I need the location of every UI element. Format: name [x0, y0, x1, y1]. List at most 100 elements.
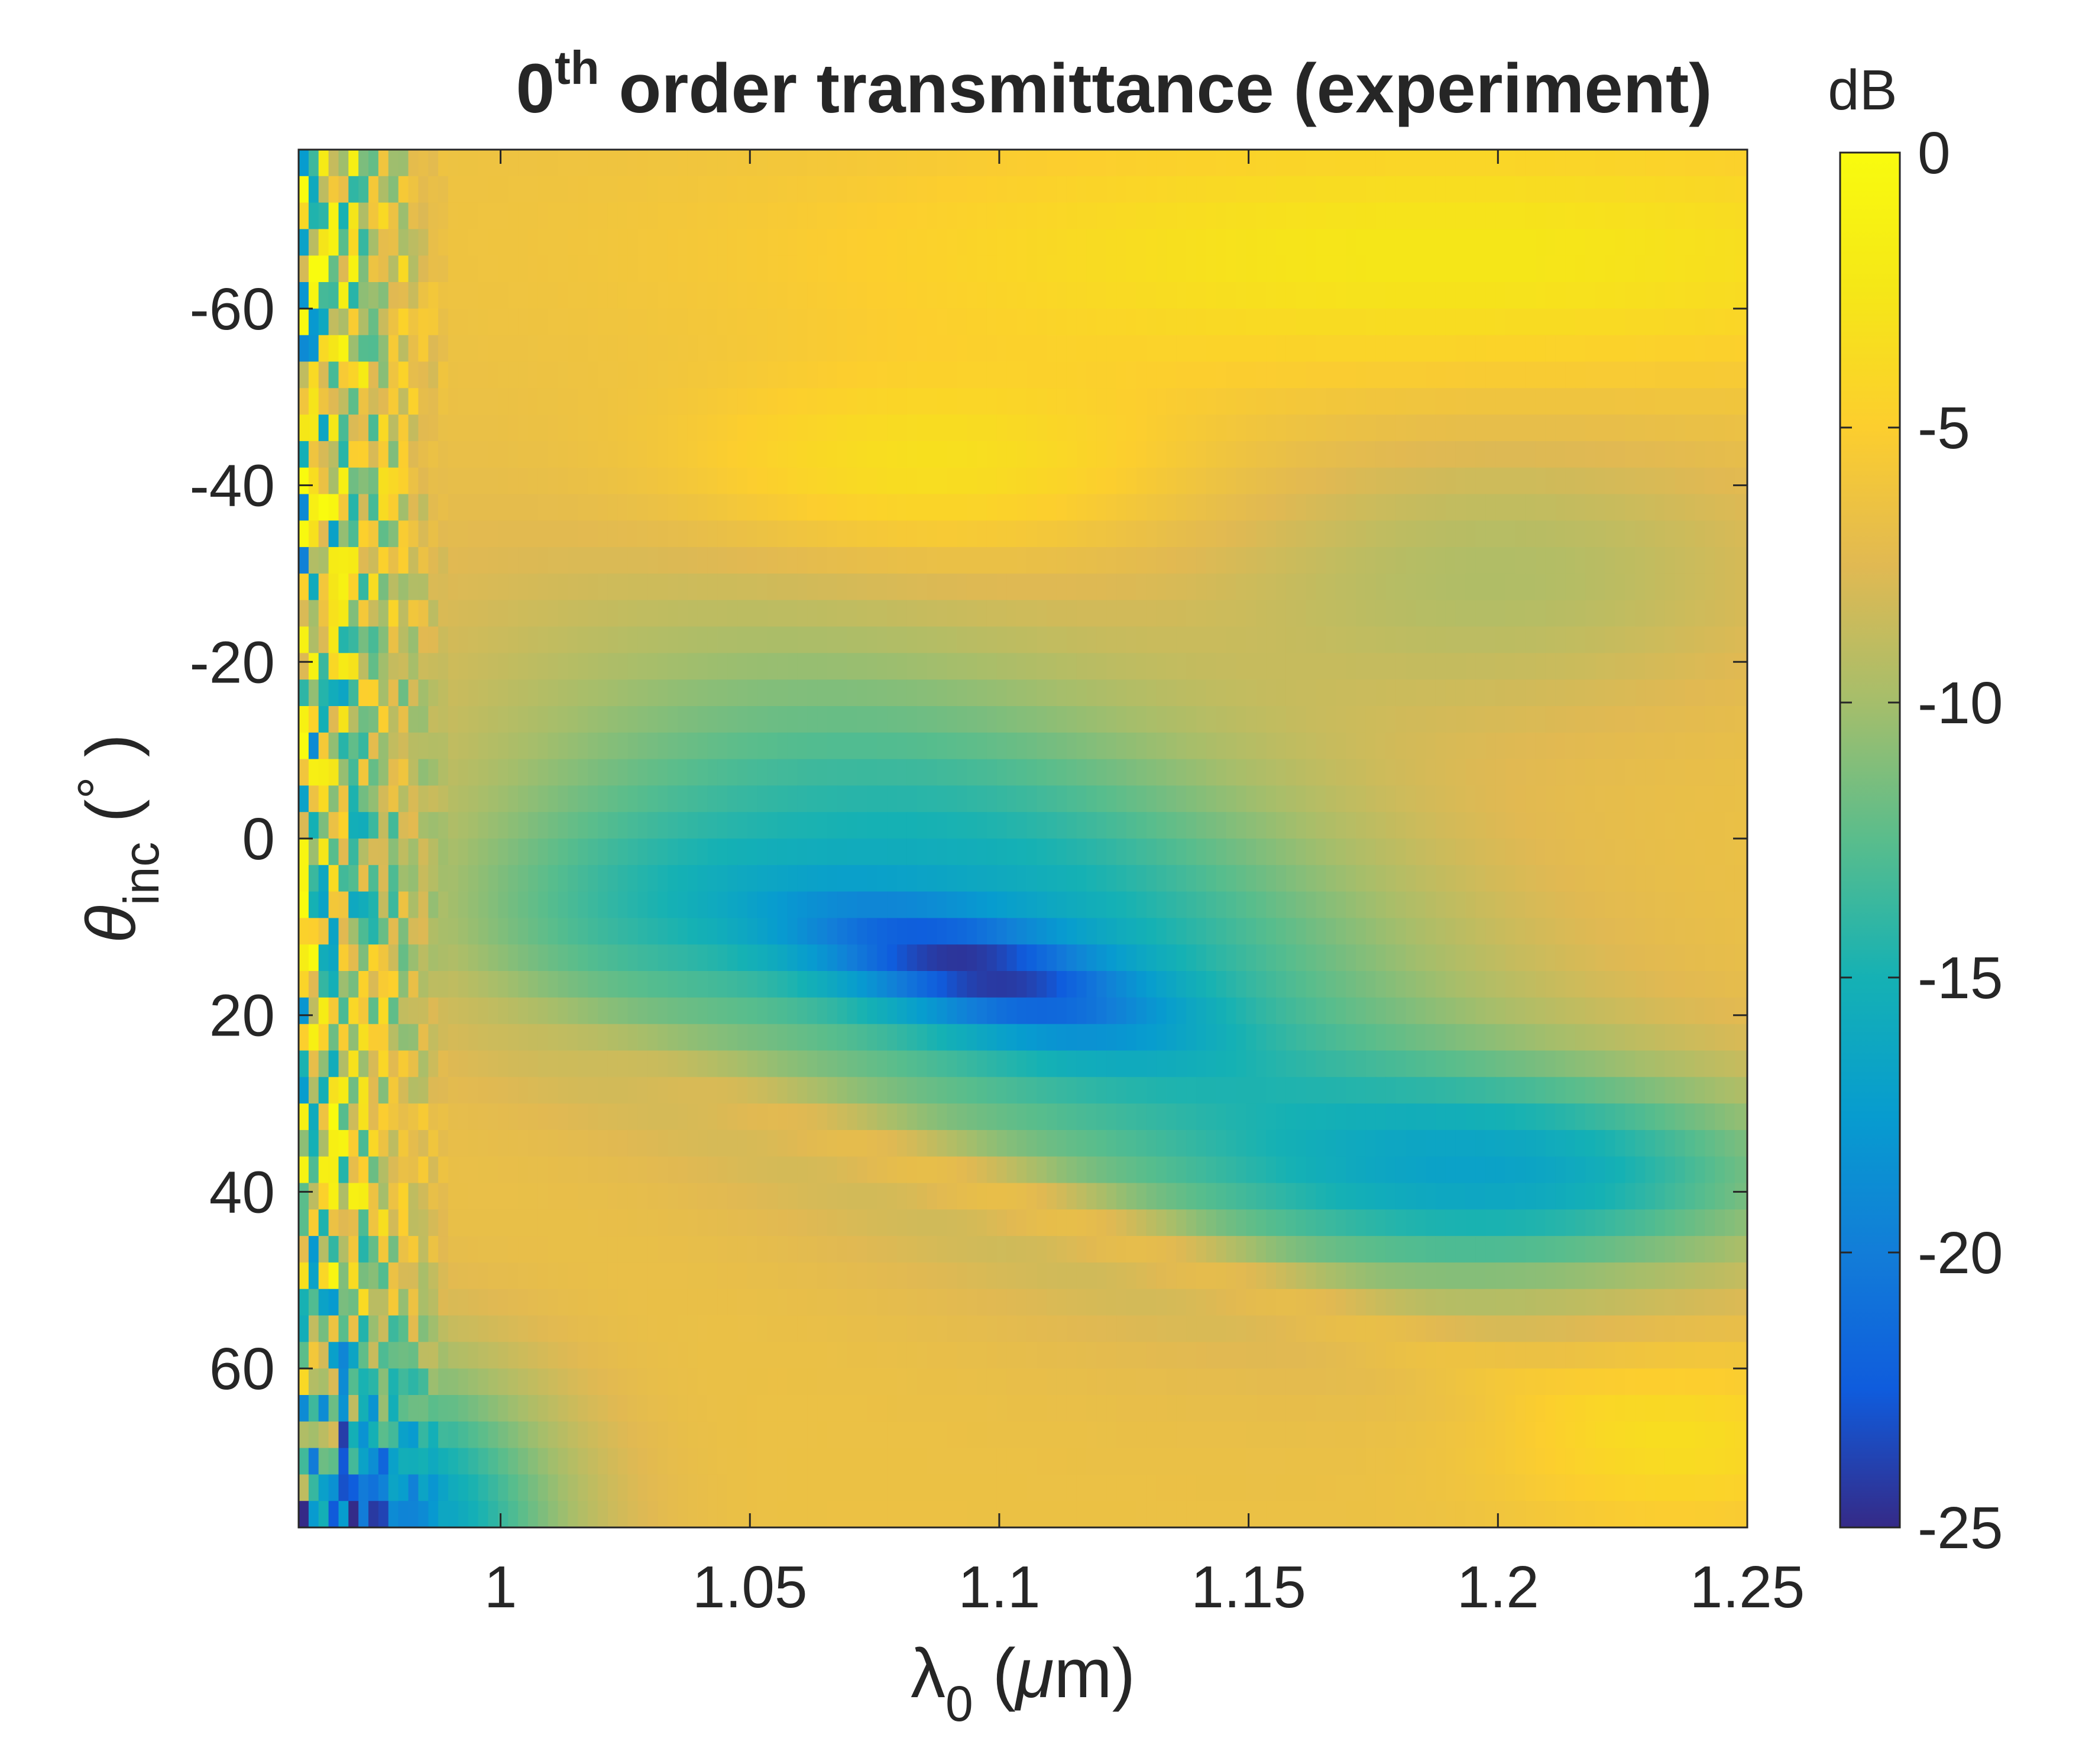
heatmap-cell — [1306, 732, 1317, 760]
heatmap-cell — [1356, 759, 1366, 786]
heatmap-cell — [1725, 415, 1735, 442]
heatmap-cell — [1625, 415, 1636, 442]
heatmap-cell — [418, 600, 429, 627]
heatmap-cell — [1356, 706, 1366, 733]
heatmap-cell — [1246, 812, 1257, 839]
heatmap-cell — [658, 1024, 668, 1051]
heatmap-cell — [1285, 865, 1297, 892]
heatmap-cell — [1306, 918, 1317, 945]
heatmap-cell — [627, 1024, 639, 1051]
heatmap-cell — [658, 997, 668, 1025]
heatmap-cell — [957, 494, 967, 522]
heatmap-cell — [537, 361, 549, 389]
heatmap-cell — [697, 732, 708, 760]
heatmap-cell — [837, 415, 848, 442]
heatmap-cell — [368, 812, 379, 839]
heatmap-cell — [627, 918, 639, 945]
heatmap-cell — [388, 653, 399, 680]
heatmap-cell — [1585, 600, 1596, 627]
heatmap-cell — [1664, 918, 1676, 945]
heatmap-cell — [1096, 229, 1107, 256]
heatmap-cell — [1166, 361, 1177, 389]
heatmap-cell — [927, 812, 938, 839]
heatmap-cell — [797, 839, 808, 866]
heatmap-cell — [1475, 229, 1487, 256]
heatmap-cell — [558, 282, 569, 309]
heatmap-cell — [1306, 255, 1317, 283]
heatmap-cell — [1365, 732, 1377, 760]
heatmap-cell — [1066, 573, 1077, 601]
heatmap-cell — [1056, 891, 1067, 919]
heatmap-cell — [777, 839, 788, 866]
heatmap-cell — [1026, 335, 1037, 362]
heatmap-cell — [1126, 600, 1137, 627]
heatmap-cell — [588, 1024, 598, 1051]
heatmap-cell — [1116, 255, 1127, 283]
heatmap-cell — [747, 839, 758, 866]
heatmap-cell — [1505, 255, 1516, 283]
heatmap-cell — [1585, 573, 1596, 601]
heatmap-cell — [1047, 785, 1057, 813]
heatmap-cell — [1525, 785, 1536, 813]
heatmap-cell — [1026, 547, 1037, 574]
heatmap-cell — [1116, 653, 1127, 680]
heatmap-cell — [1734, 918, 1746, 945]
heatmap-cell — [867, 626, 878, 654]
heatmap-cell — [787, 865, 798, 892]
heatmap-cell — [737, 573, 748, 601]
heatmap-cell — [947, 573, 958, 601]
heatmap-cell — [1236, 282, 1247, 309]
heatmap-cell — [627, 785, 639, 813]
heatmap-cell — [1276, 732, 1287, 760]
heatmap-cell — [478, 785, 489, 813]
heatmap-cell — [1246, 150, 1257, 177]
heatmap-cell — [1675, 918, 1686, 945]
heatmap-cell — [458, 520, 469, 548]
heatmap-cell — [906, 839, 918, 866]
heatmap-cell — [358, 600, 369, 627]
heatmap-cell — [1326, 626, 1336, 654]
heatmap-cell — [1246, 547, 1257, 574]
heatmap-cell — [927, 626, 938, 654]
heatmap-cell — [906, 653, 918, 680]
heatmap-cell — [1645, 653, 1656, 680]
heatmap-cell — [1196, 759, 1207, 786]
heatmap-cell — [1375, 839, 1387, 866]
heatmap-cell — [578, 150, 588, 177]
heatmap-cell — [488, 997, 499, 1025]
heatmap-cell — [1655, 335, 1666, 362]
heatmap-cell — [1525, 520, 1536, 548]
heatmap-cell — [1455, 361, 1466, 389]
heatmap-cell — [1296, 229, 1307, 256]
heatmap-cell — [1285, 415, 1297, 442]
heatmap-cell — [398, 839, 409, 866]
heatmap-cell — [1146, 600, 1157, 627]
heatmap-cell — [1426, 494, 1436, 522]
heatmap-cell — [1365, 388, 1377, 415]
heatmap-cell — [1664, 308, 1676, 336]
heatmap-cell — [1406, 679, 1416, 707]
heatmap-cell — [1625, 732, 1636, 760]
heatmap-cell — [1186, 520, 1197, 548]
heatmap-cell — [478, 971, 489, 998]
heatmap-cell — [1236, 388, 1247, 415]
heatmap-cell — [528, 150, 539, 177]
heatmap-cell — [627, 997, 639, 1025]
heatmap-cell — [1276, 361, 1287, 389]
heatmap-cell — [1685, 202, 1696, 230]
heatmap-cell — [1056, 494, 1067, 522]
heatmap-cell — [1086, 944, 1097, 972]
heatmap-cell — [1016, 891, 1028, 919]
heatmap-cell — [1406, 547, 1416, 574]
heatmap-cell — [897, 944, 908, 972]
heatmap-cell — [627, 229, 639, 256]
heatmap-cell — [678, 282, 688, 309]
heatmap-cell — [1096, 415, 1107, 442]
heatmap-cell — [568, 308, 579, 336]
heatmap-cell — [1685, 626, 1696, 654]
heatmap-cell — [1136, 467, 1147, 495]
heatmap-cell — [558, 997, 569, 1025]
heatmap-cell — [1585, 282, 1596, 309]
heatmap-cell — [1505, 812, 1516, 839]
heatmap-cell — [737, 150, 748, 177]
